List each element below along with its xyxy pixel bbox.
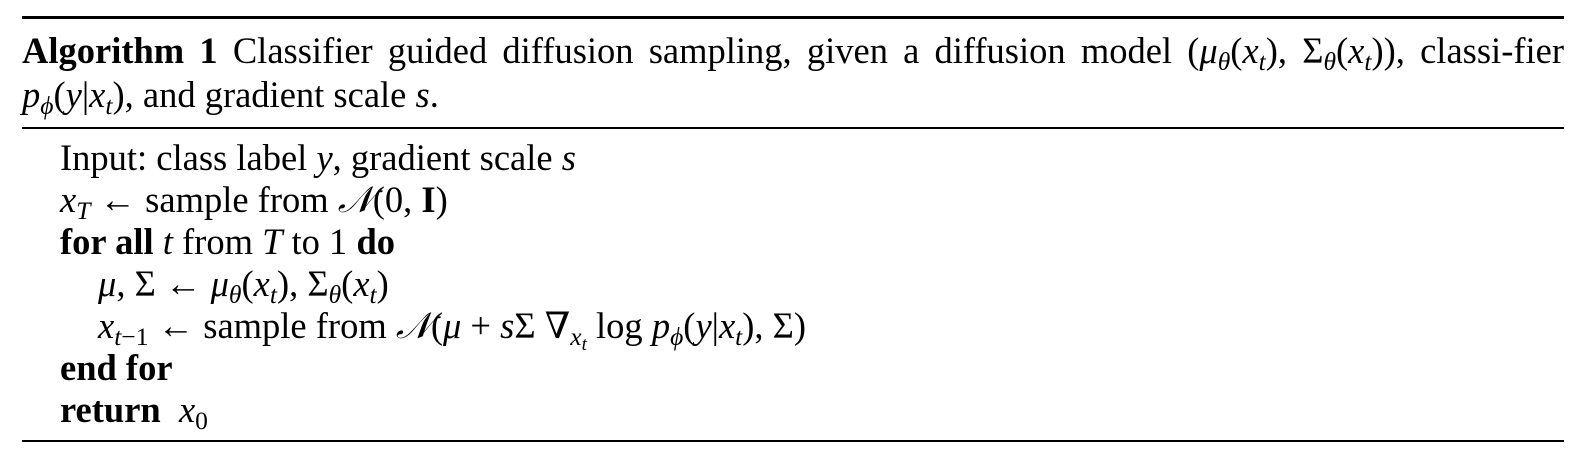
keyword-end-for: end for [60, 347, 173, 388]
algorithm-body: Input: class label y, gradient scale s x… [22, 129, 1564, 440]
caption-text-1: Classifier guided diffusion sampling, gi… [232, 30, 1188, 71]
top-rule [22, 16, 1564, 19]
line-input: Input: class label y, gradient scale s [60, 137, 576, 178]
keyword-for-all: for all [60, 221, 154, 262]
algorithm-label: Algorithm 1 [22, 30, 218, 71]
line-init: xT ← sample from 𝒩(0, I) [60, 178, 448, 226]
line-compute-mean: μ, Σ ← μθ(xt), Σθ(xt) [98, 263, 389, 310]
caption-text-4: . [429, 74, 439, 115]
line-end-for: end for [22, 347, 1564, 389]
keyword-return: return [60, 389, 161, 430]
line-for: for all t from T to 1 do [60, 221, 395, 262]
algorithm-caption: Algorithm 1 Classifier guided diffusion … [22, 19, 1564, 127]
mid-rule [22, 127, 1564, 129]
algorithm-block: Algorithm 1 Classifier guided diffusion … [22, 16, 1564, 442]
caption-math-scale: s [415, 74, 430, 115]
keyword-do: do [356, 221, 395, 262]
line-sample-step: xt−1 ← sample from 𝒩(μ + sΣ ∇xt log pϕ(y|… [98, 304, 807, 355]
line-return: return x0 [60, 389, 208, 436]
caption-math-classifier: pϕ(y|xt) [22, 74, 125, 121]
bottom-rule [22, 440, 1564, 442]
caption-math-model: (μθ(xt), Σθ(xt)) [1187, 30, 1396, 77]
caption-text-2: , classi-fier [1395, 30, 1564, 71]
caption-text-3: , and gradient scale [124, 74, 416, 115]
